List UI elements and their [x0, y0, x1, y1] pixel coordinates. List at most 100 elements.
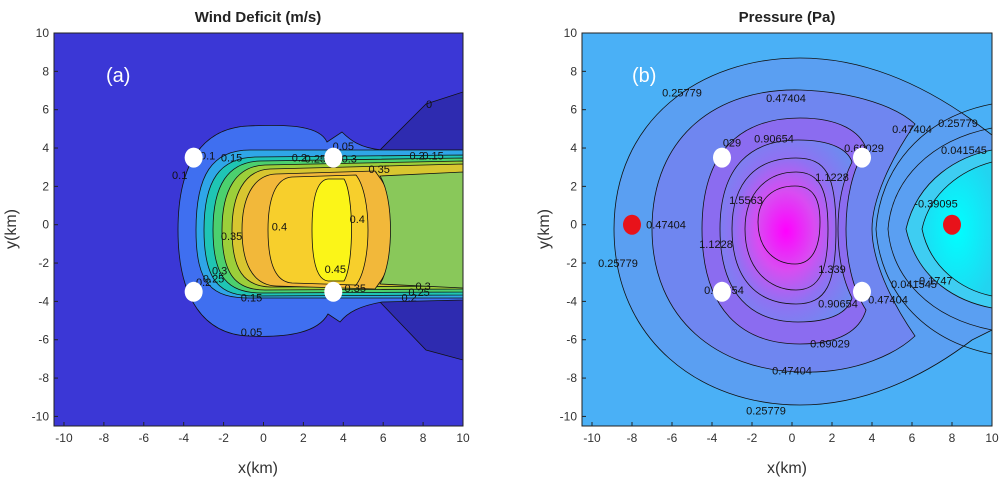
panel-a-contour-labels: 00.050.1 0.15 0.20.25 0.30.350.150.20.10.40…: [172, 99, 444, 339]
panel-a-ytick-label: -2: [38, 256, 49, 270]
panel-b-contour-label: -0.1747: [915, 275, 952, 287]
turbine-marker: [184, 281, 203, 302]
panel-a-xtick-label: 0: [260, 431, 267, 445]
panel-b-contour-label: 0.041545: [941, 145, 987, 157]
panel-a-xtick-label: -4: [178, 431, 189, 445]
panel-b-ytick-label: -8: [566, 371, 577, 385]
panel-a-contour-label: 0.3: [342, 154, 357, 166]
panel-b-contour-labels: 0.25779 0.47404 0.47404 0.25779 0.041545 0.90…: [598, 87, 987, 417]
panel-b-title: Pressure (Pa): [739, 9, 836, 26]
panel-a-contour-label: 0.05: [241, 327, 262, 339]
panel-b-contour-label: 0.69029: [810, 339, 850, 351]
panel-b-xtick-label: -6: [667, 431, 678, 445]
panel-a-contour-label: 0.15: [221, 153, 242, 165]
panel-b-contour-label: 0.47404: [892, 124, 932, 136]
panel-a-xtick-label: -10: [55, 431, 73, 445]
panel-b-contour-label: 0.47404: [766, 93, 806, 105]
panel-b-ytick-label: 8: [570, 64, 577, 78]
panel-a-contour-label: 0.2: [409, 151, 424, 163]
panel-b-contour-label: 0.47404: [772, 365, 812, 377]
panel-a-ytick-label: 6: [42, 103, 49, 117]
panel-a-xtick-label: -8: [99, 431, 110, 445]
panel-b-contour-label: 1.1228: [699, 239, 733, 251]
panel-b-contour-label: 0.25779: [662, 87, 702, 99]
panel-a-contour-label: 0.2: [401, 293, 416, 305]
panel-a-ytick-label: 8: [42, 64, 49, 78]
panel-a-frame: [53, 32, 464, 427]
panel-a-xtick-label: 8: [420, 431, 427, 445]
panel-a-xtick-label: 10: [456, 431, 470, 445]
panel-a-contour-label: 0.25: [305, 154, 326, 166]
panel-a-contour-label: 0.35: [221, 231, 242, 243]
panel-a-markers: [184, 147, 343, 302]
panel-a-contour-label: 0.3: [415, 281, 430, 293]
panel-a-ytick-label: -4: [38, 294, 49, 308]
turbine-marker: [853, 281, 871, 302]
panel-a-contour-label: 0.1: [200, 151, 215, 163]
turbine-marker: [324, 281, 343, 302]
source-marker: [943, 214, 961, 235]
panel-b-xtick-label: 8: [949, 431, 956, 445]
panel-a-xlabel: x(km): [238, 460, 278, 477]
panel-b-ytick-label: 4: [570, 141, 577, 155]
panel-a-contour-label: 0.35: [345, 283, 366, 295]
panel-b-ytick-label: -6: [566, 333, 577, 347]
panel-b-xtick-label: 10: [985, 431, 999, 445]
panel-a-contour-label: 0.4: [350, 214, 365, 226]
panel-b-xtick-label: 2: [829, 431, 836, 445]
panel-b-xtick-label: 4: [869, 431, 876, 445]
panel-b-ytick-label: 10: [564, 26, 578, 40]
source-marker: [623, 214, 641, 235]
panel-a-field: [54, 33, 463, 426]
panel-b-contour-label: 1.339: [818, 264, 846, 276]
turbine-marker: [713, 281, 731, 302]
panel-a-contour-label: 0.15: [241, 293, 262, 305]
panel-b-ytick-label: -10: [560, 409, 578, 423]
panel-a-contour-label: 0.4: [272, 222, 287, 234]
turbine-marker: [853, 147, 871, 168]
panel-a-ytick-label: 2: [42, 179, 49, 193]
panel-b-xlabel: x(km): [767, 460, 807, 477]
panel-b-ticks: -10 -8 -6 -4 -2 0 2 4 6 8 10 -10 -8 -6 -4 -2 0 2 4 6 8 10: [560, 26, 999, 445]
panel-b-ytick-label: 0: [570, 218, 577, 232]
panel-a-xtick-label: -6: [138, 431, 149, 445]
panel-b-xtick-label: 0: [789, 431, 796, 445]
panel-b-xtick-label: 6: [909, 431, 916, 445]
panel-b-xtick-label: -8: [627, 431, 638, 445]
panel-b-contour-label: 029: [723, 137, 741, 149]
panel-a-xtick-label: 4: [340, 431, 347, 445]
panel-a-ytick-label: -6: [38, 333, 49, 347]
panel-a-contour-label: 0.35: [368, 164, 389, 176]
panel-a-label: (a): [106, 65, 130, 87]
panel-a-contour-label: 0.15: [422, 151, 443, 163]
panel-b-contour-label: 0.041545: [891, 279, 937, 291]
panel-a-xtick-label: -2: [218, 431, 229, 445]
panel-b-contour-label: 0.90654: [818, 298, 858, 310]
panel-b-xtick-label: -4: [707, 431, 718, 445]
panel-b-ytick-label: -2: [566, 256, 577, 270]
panel-a-ytick-label: 0: [42, 218, 49, 232]
panel-b-ylabel: y(km): [536, 209, 553, 249]
panel-b-label: (b): [632, 65, 656, 87]
panel-b-ytick-label: -4: [566, 294, 577, 308]
panel-b-contour-label: 1.5563: [729, 195, 763, 207]
turbine-marker: [324, 147, 343, 168]
panel-a-ytick-label: -8: [38, 371, 49, 385]
panel-b-xtick-label: -2: [747, 431, 758, 445]
panel-a-ticks: -10 -8 -6 -4 -2 0 2 4 6 8 10 -10 -8 -6 -4 -2 0 2 4 6 8 10: [32, 26, 470, 445]
panel-a-contour-label: 0.3: [212, 266, 227, 278]
panel-b-xtick-label: -10: [583, 431, 601, 445]
panel-b-contour-label: 1.1228: [815, 172, 849, 184]
panel-a-xtick-label: 6: [380, 431, 387, 445]
turbine-marker: [713, 147, 731, 168]
panel-a-ytick-label: 10: [36, 26, 50, 40]
panel-b-contour-label: 0.47404: [646, 220, 686, 232]
turbine-marker: [184, 147, 203, 168]
panel-b-contour-label: 0.90654: [754, 133, 794, 145]
panel-a-contour-label: 0.1: [172, 170, 187, 182]
panel-a-ylabel: y(km): [3, 209, 20, 249]
panel-a-xtick-label: 2: [300, 431, 307, 445]
panel-b-ytick-label: 6: [570, 103, 577, 117]
panel-a-contour-label: 0.2: [292, 153, 307, 165]
panel-b-contour-label: -0.39095: [914, 199, 957, 211]
